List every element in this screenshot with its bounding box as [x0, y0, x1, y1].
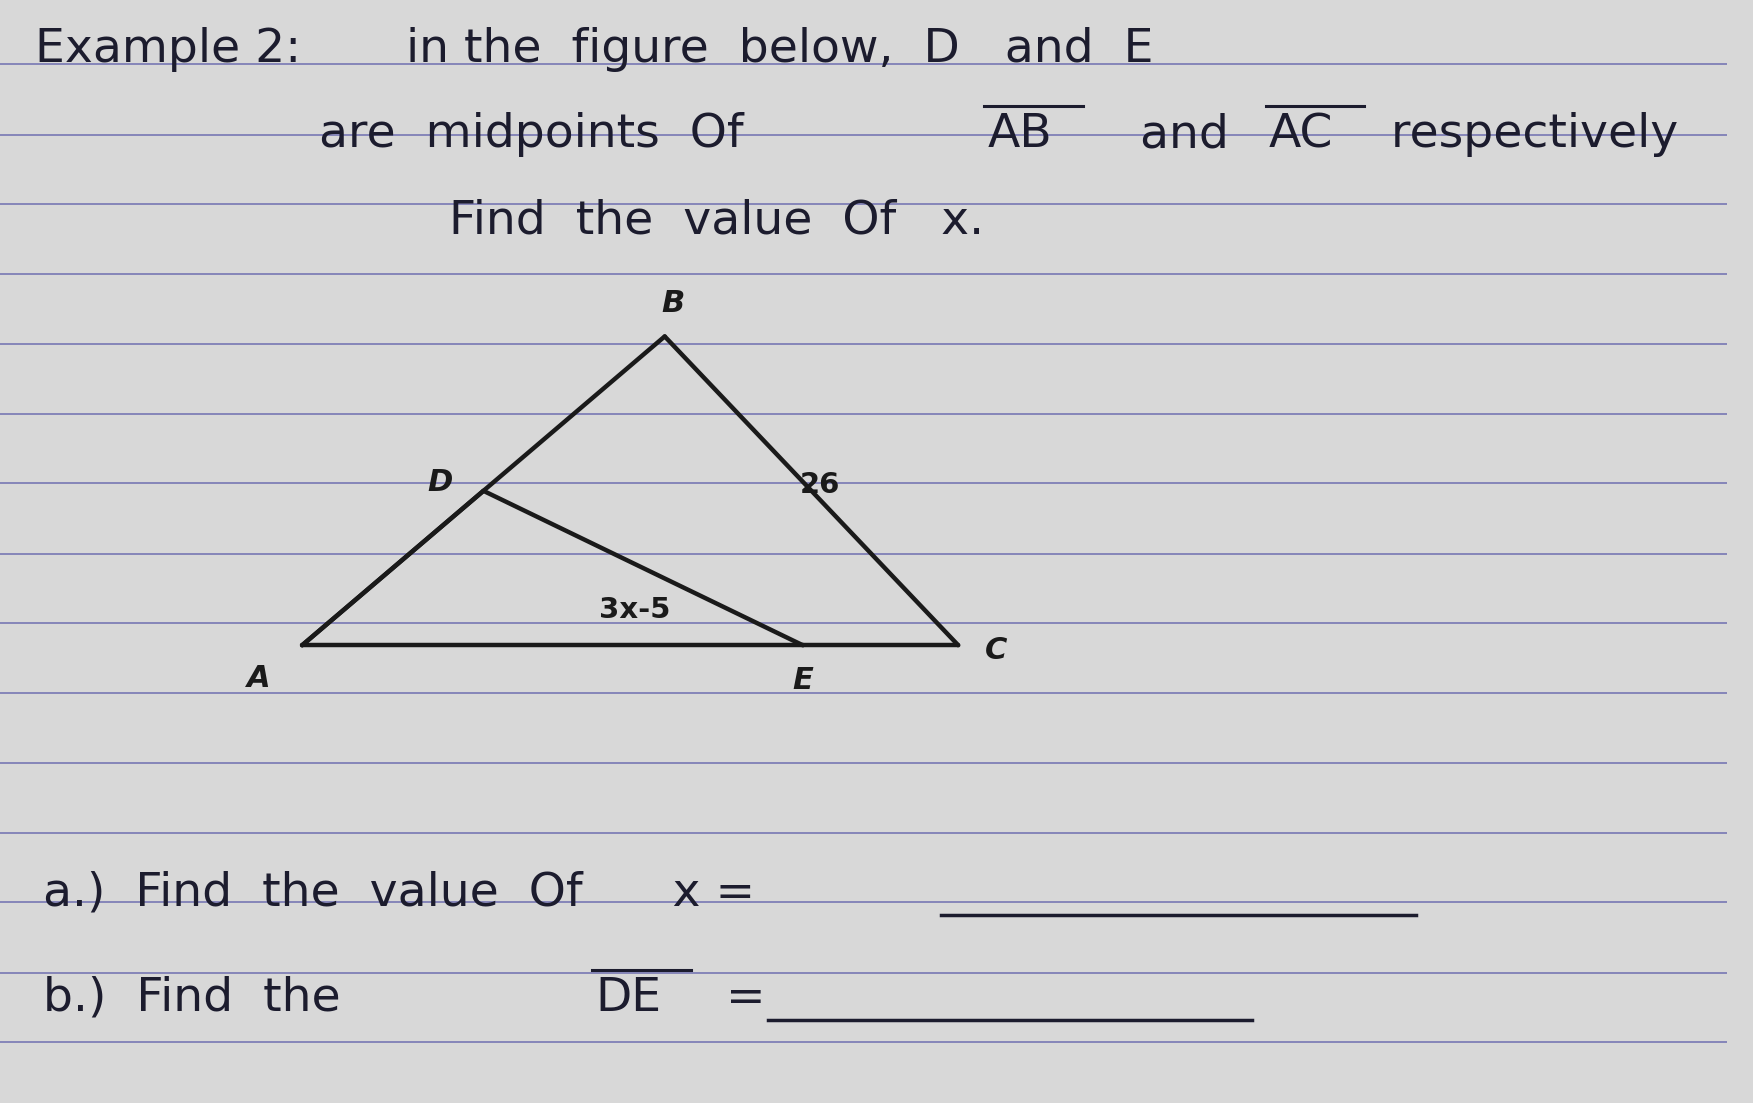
- Text: AB: AB: [987, 113, 1052, 157]
- Text: in the  figure  below,  D   and  E: in the figure below, D and E: [405, 28, 1153, 72]
- Text: Find  the  value  Of   x.: Find the value Of x.: [449, 199, 983, 243]
- Text: a.)  Find  the  value  Of      x =: a.) Find the value Of x =: [44, 871, 770, 915]
- Text: A: A: [247, 664, 270, 693]
- Text: 26: 26: [799, 471, 840, 500]
- Text: E: E: [792, 666, 813, 695]
- Text: =: =: [696, 976, 766, 1020]
- Text: and: and: [1094, 113, 1259, 157]
- Text: b.)  Find  the: b.) Find the: [44, 976, 372, 1020]
- Text: are  midpoints  Of: are midpoints Of: [319, 113, 759, 157]
- Text: B: B: [661, 289, 685, 318]
- Text: 3x-5: 3x-5: [600, 596, 670, 623]
- Text: D: D: [428, 468, 452, 496]
- Text: Example 2:: Example 2:: [35, 28, 302, 72]
- Text: DE: DE: [596, 976, 663, 1020]
- Text: C: C: [985, 636, 1008, 665]
- Text: respectively: respectively: [1376, 113, 1678, 157]
- Text: AC: AC: [1269, 113, 1334, 157]
